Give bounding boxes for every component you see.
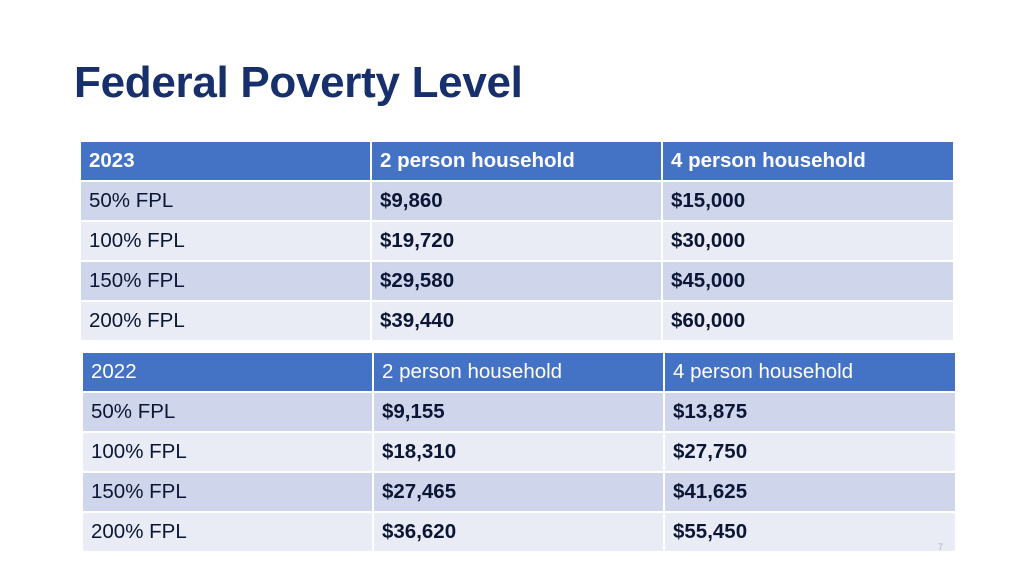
- amount-4-person: $45,000: [662, 261, 953, 302]
- amount-2-person: $18,310: [373, 432, 665, 473]
- amount-2-person: $19,720: [371, 221, 663, 262]
- row-label: 100% FPL: [81, 221, 372, 262]
- table-header-row: 2023 2 person household 4 person househo…: [81, 142, 953, 182]
- amount-4-person: $30,000: [662, 221, 953, 262]
- fpl-table-2023: 2023 2 person household 4 person househo…: [81, 142, 953, 340]
- header-2-person: 2 person household: [371, 142, 663, 182]
- amount-4-person: $13,875: [664, 392, 955, 433]
- slide-title: Federal Poverty Level: [74, 58, 523, 107]
- table-row: 100% FPL $18,310 $27,750: [83, 432, 955, 473]
- header-4-person: 4 person household: [664, 353, 955, 393]
- amount-2-person: $27,465: [373, 472, 665, 513]
- row-label: 50% FPL: [81, 181, 372, 222]
- header-4-person: 4 person household: [662, 142, 953, 182]
- table-row: 50% FPL $9,860 $15,000: [81, 181, 953, 222]
- row-label: 200% FPL: [81, 301, 372, 340]
- row-label: 100% FPL: [83, 432, 374, 473]
- amount-4-person: $55,450: [664, 512, 955, 551]
- row-label: 200% FPL: [83, 512, 374, 551]
- page-number: 7: [938, 542, 944, 552]
- amount-2-person: $9,860: [371, 181, 663, 222]
- table-row: 150% FPL $29,580 $45,000: [81, 261, 953, 302]
- header-year: 2023: [81, 142, 372, 182]
- table-row: 200% FPL $39,440 $60,000: [81, 301, 953, 340]
- row-label: 50% FPL: [83, 392, 374, 433]
- amount-2-person: $29,580: [371, 261, 663, 302]
- table-row: 150% FPL $27,465 $41,625: [83, 472, 955, 513]
- amount-4-person: $41,625: [664, 472, 955, 513]
- table-header-row: 2022 2 person household 4 person househo…: [83, 353, 955, 393]
- amount-2-person: $39,440: [371, 301, 663, 340]
- table-row: 200% FPL $36,620 $55,450: [83, 512, 955, 551]
- row-label: 150% FPL: [81, 261, 372, 302]
- amount-4-person: $60,000: [662, 301, 953, 340]
- table-row: 50% FPL $9,155 $13,875: [83, 392, 955, 433]
- table-row: 100% FPL $19,720 $30,000: [81, 221, 953, 262]
- amount-4-person: $27,750: [664, 432, 955, 473]
- amount-2-person: $9,155: [373, 392, 665, 433]
- row-label: 150% FPL: [83, 472, 374, 513]
- fpl-table-2022: 2022 2 person household 4 person househo…: [83, 353, 955, 551]
- amount-2-person: $36,620: [373, 512, 665, 551]
- header-2-person: 2 person household: [373, 353, 665, 393]
- amount-4-person: $15,000: [662, 181, 953, 222]
- header-year: 2022: [83, 353, 374, 393]
